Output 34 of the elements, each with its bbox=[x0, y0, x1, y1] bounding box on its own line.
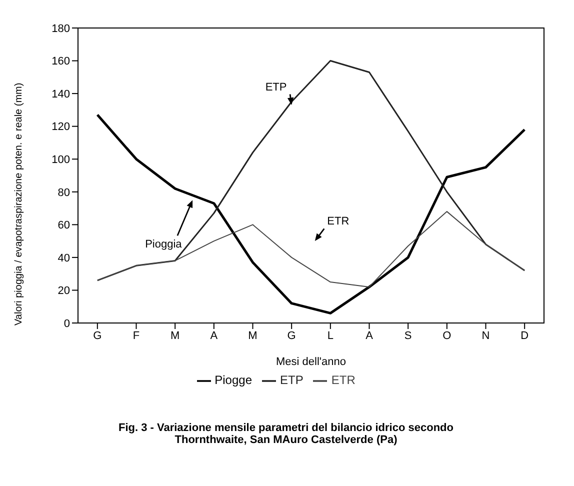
y-tick-label: 80 bbox=[58, 186, 70, 199]
y-tick-label: 180 bbox=[52, 22, 70, 35]
x-tick-label: M bbox=[248, 330, 258, 342]
annotation: ETR bbox=[327, 216, 350, 228]
x-tick-label: G bbox=[93, 330, 102, 342]
line-series bbox=[96, 211, 526, 288]
x-tick-label: M bbox=[170, 330, 180, 342]
x-tick-label: G bbox=[287, 330, 296, 342]
legend-label: Piogge bbox=[214, 373, 252, 387]
line-series bbox=[96, 114, 526, 314]
x-tick-label: F bbox=[132, 330, 140, 342]
x-tick-label: O bbox=[442, 330, 452, 342]
y-tick-label: 60 bbox=[58, 220, 70, 232]
annotation: ETP bbox=[265, 81, 287, 94]
x-tick-label: N bbox=[482, 330, 490, 342]
y-axis-title: Valori pioggia / evapotraspirazione poten. e reale (mm) bbox=[14, 82, 25, 326]
x-tick-label: D bbox=[520, 330, 529, 342]
y-tick-label: 20 bbox=[58, 285, 70, 298]
y-tick-label: 120 bbox=[52, 121, 70, 134]
line-series bbox=[96, 60, 526, 282]
y-tick-label: 40 bbox=[58, 252, 70, 264]
caption: Fig. 3 - Variazione mensile parametri del bilancio idrico secondo Thornthwaite, San MAuro Castelverde (Pa) bbox=[118, 422, 454, 446]
x-tick-label: A bbox=[210, 330, 218, 342]
legend-label: ETR bbox=[331, 373, 356, 387]
y-tick-label: 100 bbox=[52, 154, 70, 166]
y-tick-label: 0 bbox=[64, 318, 70, 330]
legend-label: ETP bbox=[280, 373, 304, 387]
y-tick-label: 140 bbox=[52, 88, 70, 100]
y-tick-label: 160 bbox=[52, 56, 70, 68]
x-tick-label: S bbox=[404, 330, 412, 342]
x-tick-label: A bbox=[366, 330, 374, 342]
x-tick-label: L bbox=[327, 330, 334, 342]
annotation: Pioggia bbox=[145, 238, 183, 251]
x-axis-title: Mesi dell'anno bbox=[276, 356, 346, 368]
